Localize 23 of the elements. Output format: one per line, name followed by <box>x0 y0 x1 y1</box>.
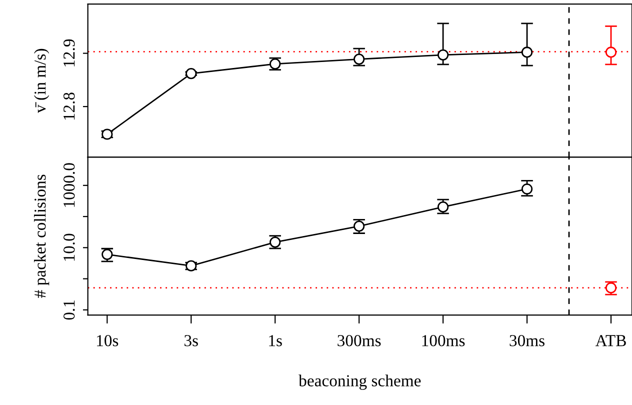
y-tick-label: 10.0 <box>63 234 75 261</box>
x-tick-label: 30ms <box>510 335 544 346</box>
point <box>354 54 365 65</box>
x-axis-title: beaconing scheme <box>298 374 421 390</box>
point <box>186 68 197 80</box>
y-tick-label: 12.8 <box>63 92 75 120</box>
x-tick-label: 100ms <box>422 335 465 346</box>
point <box>605 46 617 58</box>
y-axis-title: # packet collisions <box>34 174 50 298</box>
point <box>102 248 113 260</box>
y-axis-title: v̄ (in m/s) <box>34 48 50 113</box>
x-tick-label: 300ms <box>338 335 381 346</box>
x-tick-label: ATB <box>595 335 626 346</box>
y-tick-label: 0.1 <box>63 300 75 320</box>
x-tick-label: 3s <box>184 335 198 346</box>
point <box>521 46 533 58</box>
y-tick-label: 12.9 <box>64 39 75 66</box>
point <box>438 201 449 213</box>
x-tick-label: 1s <box>269 335 282 346</box>
point <box>521 183 533 195</box>
y-tick-label: 1000.0 <box>63 163 75 207</box>
x-tick-label: 10s <box>97 335 118 346</box>
point <box>438 49 449 60</box>
